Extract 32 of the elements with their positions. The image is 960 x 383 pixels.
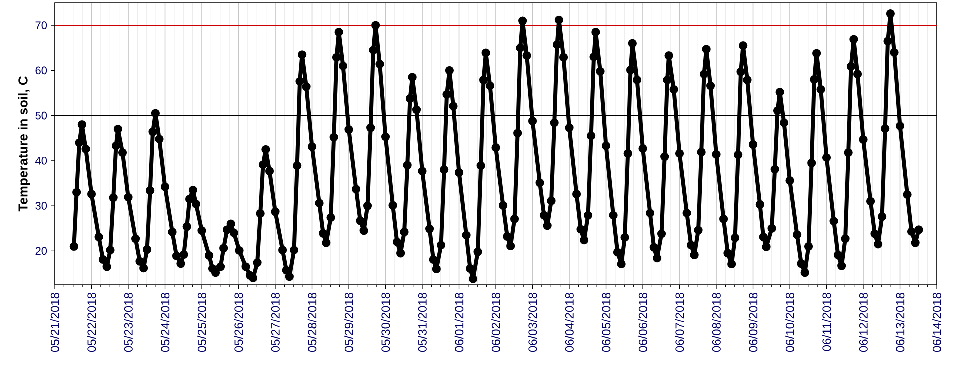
x-tick-label: 06/06/2018 [638,293,648,352]
x-tick-label: 05/29/2018 [344,293,354,352]
x-tick-label: 05/26/2018 [234,293,244,352]
y-tick-label: 60 [36,66,48,75]
x-tick-label: 05/28/2018 [308,293,317,352]
x-tick-label: 05/24/2018 [160,293,170,352]
x-tick-label: 06/14/2018 [932,293,942,352]
x-tick-label: 06/05/2018 [602,293,611,352]
x-tick-label: 06/01/2018 [454,293,464,352]
x-tick-label: 05/31/2018 [418,293,427,352]
x-tick-label: 06/10/2018 [786,293,794,352]
x-tick-label: 06/09/2018 [748,293,758,352]
x-tick-label: 05/27/2018 [271,293,280,352]
x-tick-label: 06/13/2018 [896,293,905,352]
x-tick-label: 06/08/2018 [712,293,721,352]
y-tick-label: 50 [36,112,48,120]
y-tick-label: 30 [36,202,48,210]
x-tick-label: 05/30/2018 [381,293,390,352]
x-tick-label: 05/22/2018 [87,293,96,352]
y-tick-label: 40 [36,157,48,165]
x-tick-label: 05/25/2018 [198,293,206,352]
x-tick-label: 06/02/2018 [492,293,500,352]
x-tick-label: 05/23/2018 [124,293,133,352]
y-tick-label: 70 [36,22,48,30]
y-axis-title: Temperature in soil, C [18,76,30,212]
x-tick-label: 06/07/2018 [675,293,684,352]
x-tick-label: 05/21/2018 [50,293,60,352]
x-tick-label: 06/03/2018 [528,293,538,352]
y-tick-label: 20 [36,247,48,256]
x-tick-label: 06/04/2018 [565,293,574,352]
x-tick-label: 06/12/2018 [859,293,868,352]
x-tick-label: 06/11/2018 [822,293,832,352]
